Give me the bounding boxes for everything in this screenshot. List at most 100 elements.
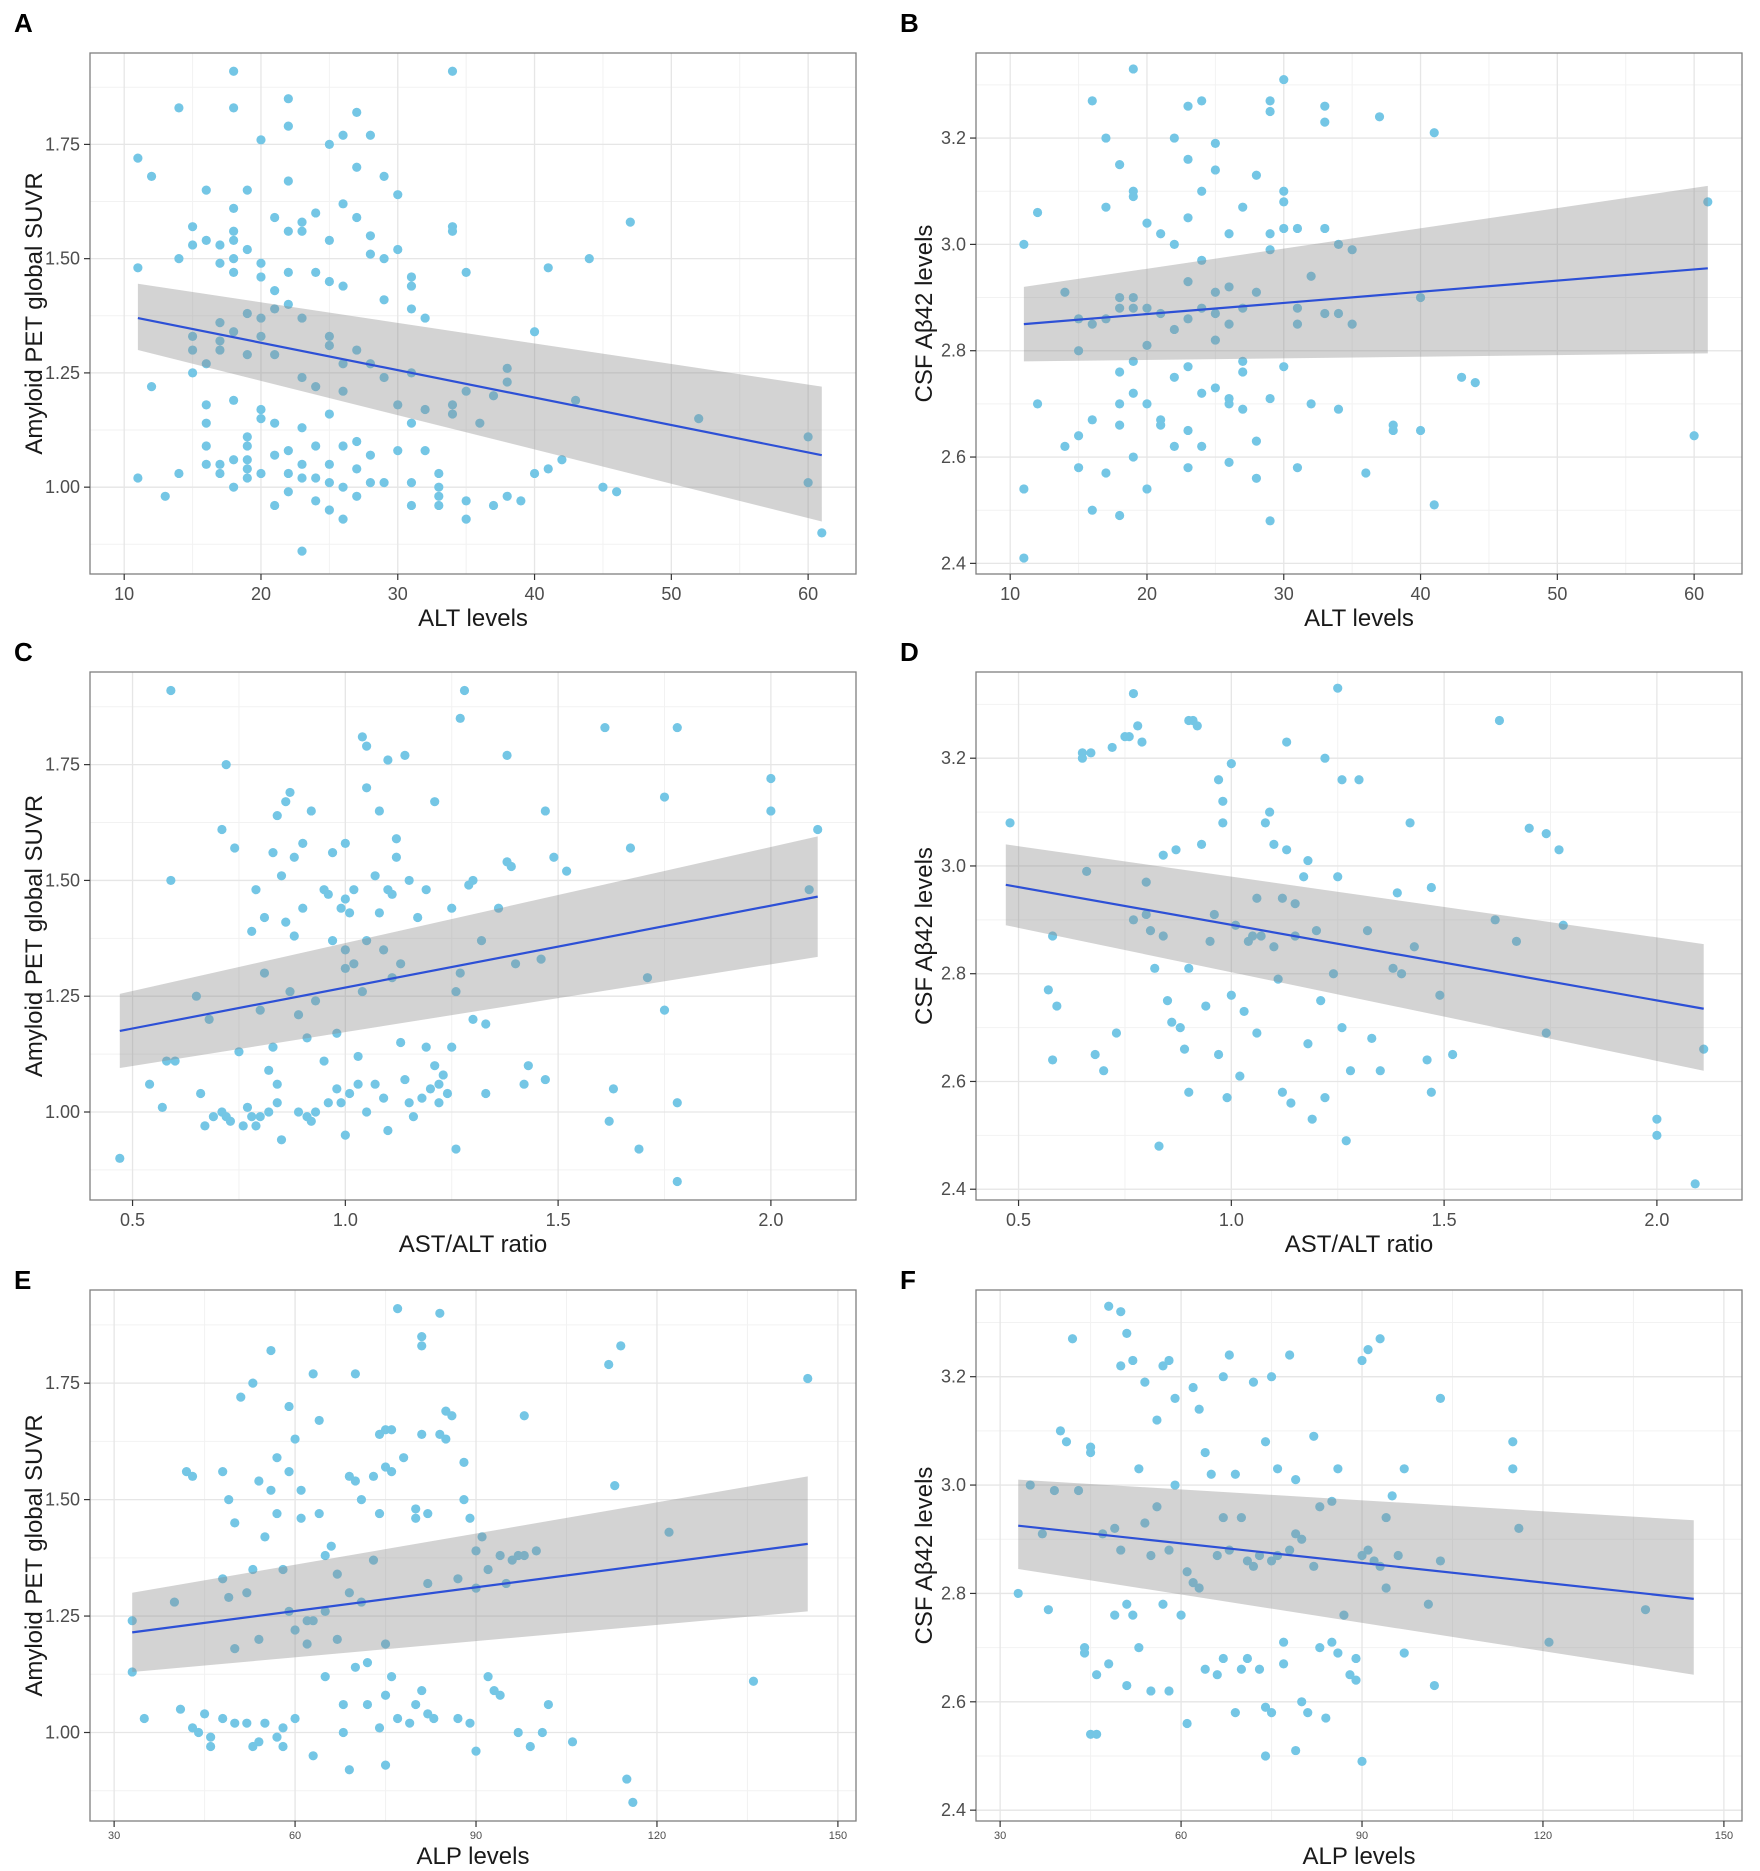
data-point — [272, 1098, 282, 1108]
data-point — [1140, 1518, 1150, 1528]
data-point — [374, 1723, 385, 1733]
data-point — [1235, 1071, 1245, 1081]
data-point — [1351, 1653, 1361, 1664]
plot-border — [975, 671, 1743, 1201]
data-point — [276, 871, 287, 881]
data-point — [502, 363, 512, 373]
data-point — [434, 482, 444, 492]
data-point — [1266, 1372, 1277, 1382]
data-point — [598, 482, 608, 492]
data-point — [206, 1741, 216, 1752]
data-point — [1122, 1599, 1132, 1609]
data-point — [1048, 931, 1058, 941]
data-point — [311, 382, 321, 392]
data-point — [434, 491, 444, 501]
data-point — [199, 1709, 210, 1719]
data-point — [481, 1088, 491, 1099]
data-point — [1110, 1523, 1120, 1534]
data-point — [115, 1153, 125, 1163]
data-point — [1169, 324, 1179, 335]
data-point — [266, 1345, 276, 1356]
data-point — [215, 345, 225, 355]
data-point — [495, 1690, 505, 1700]
data-point — [1116, 1361, 1126, 1371]
data-point — [283, 299, 293, 309]
data-point — [1320, 308, 1330, 319]
x-tick-label: 50 — [661, 584, 681, 604]
data-point — [254, 1737, 264, 1747]
data-point — [297, 459, 307, 469]
data-point — [1337, 775, 1347, 785]
data-point — [1292, 223, 1303, 234]
y-tick-label: 2.6 — [941, 1071, 966, 1091]
data-point — [187, 240, 198, 250]
data-point — [1508, 1437, 1518, 1447]
data-point — [1299, 872, 1309, 882]
data-point — [1169, 372, 1179, 382]
data-point — [327, 936, 338, 946]
data-point — [1236, 1512, 1246, 1523]
data-point — [327, 848, 338, 858]
data-point — [256, 135, 266, 145]
data-point — [270, 418, 280, 428]
data-point — [1169, 133, 1179, 143]
x-tick-label: 1.5 — [1432, 1210, 1457, 1230]
data-point — [1399, 1648, 1409, 1658]
data-point — [1128, 1610, 1138, 1620]
x-tick-label: 30 — [1274, 584, 1294, 604]
data-point — [230, 843, 240, 853]
data-point — [476, 936, 487, 946]
data-point — [420, 404, 430, 415]
data-point — [1242, 1556, 1253, 1566]
data-point — [540, 1074, 550, 1085]
data-point — [1142, 218, 1152, 228]
data-point — [379, 945, 389, 955]
data-point — [1320, 117, 1330, 127]
data-point — [308, 1616, 318, 1626]
data-point — [1357, 1550, 1367, 1561]
data-point — [1158, 850, 1168, 860]
data-point — [1306, 399, 1316, 409]
data-point — [386, 1672, 397, 1682]
data-point — [215, 336, 225, 346]
x-tick-label: 30 — [388, 584, 408, 604]
data-point — [1115, 160, 1125, 170]
data-point — [453, 1574, 463, 1584]
data-point — [283, 226, 293, 236]
data-point — [1265, 807, 1275, 817]
data-point — [324, 409, 334, 419]
data-point — [1277, 1087, 1287, 1097]
data-point — [215, 459, 225, 469]
data-point — [1115, 420, 1125, 430]
data-point — [268, 848, 278, 858]
data-point — [1265, 245, 1275, 255]
x-tick-label: 30 — [994, 1830, 1006, 1842]
data-point — [622, 1774, 632, 1784]
data-point — [1341, 1136, 1351, 1146]
data-point — [379, 171, 389, 181]
data-point — [166, 685, 176, 696]
data-point — [672, 1176, 682, 1187]
data-point — [169, 1597, 180, 1607]
data-point — [1200, 1447, 1210, 1458]
data-point — [256, 272, 266, 282]
data-point — [160, 491, 170, 501]
y-tick-label: 1.50 — [45, 1490, 80, 1510]
data-point — [338, 386, 348, 396]
data-point — [393, 190, 403, 200]
data-point — [1333, 308, 1344, 319]
data-point — [264, 1065, 274, 1075]
data-point — [1133, 721, 1143, 731]
data-point — [1218, 1653, 1228, 1664]
data-point — [616, 1341, 626, 1351]
data-point — [365, 249, 376, 259]
data-point — [332, 1084, 342, 1094]
data-point — [218, 1574, 228, 1584]
data-point — [144, 1079, 155, 1089]
data-point — [370, 871, 380, 881]
data-point — [519, 1550, 529, 1561]
data-point — [174, 103, 184, 113]
data-point — [417, 1341, 427, 1351]
panel-label: A — [14, 8, 33, 38]
data-point — [429, 1713, 439, 1724]
